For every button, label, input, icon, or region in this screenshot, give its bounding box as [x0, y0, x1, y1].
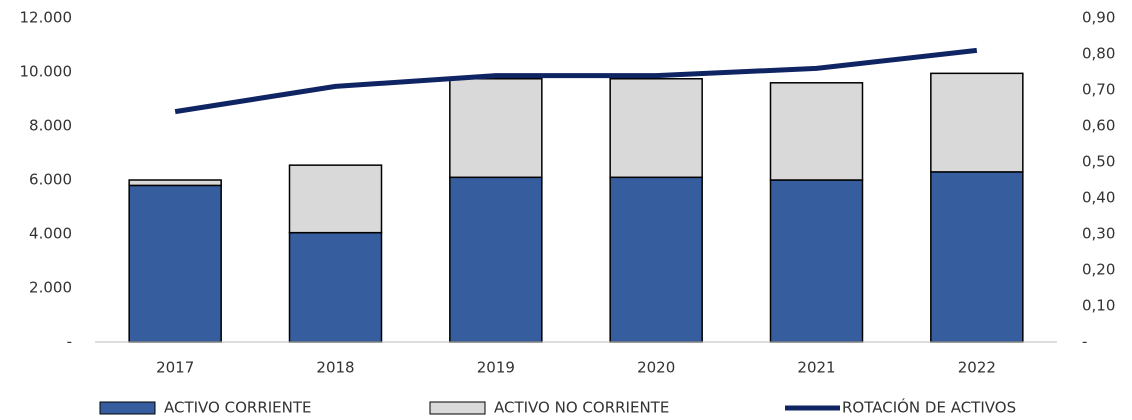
y2-tick-label: 0,30: [1082, 225, 1115, 243]
legend-label: ROTACIÓN DE ACTIVOS: [842, 398, 1016, 417]
legend-label: ACTIVO NO CORRIENTE: [494, 399, 669, 417]
y2-tick-label: 0,70: [1082, 81, 1115, 99]
bar: [288, 231, 383, 343]
y2-tick-label: 0,20: [1082, 261, 1115, 279]
y2-tick-label: -: [1082, 333, 1087, 351]
y2-tick-label: 0,80: [1082, 45, 1115, 63]
y-tick-label: 12.000: [20, 9, 73, 27]
bar: [930, 72, 1024, 173]
x-tick-label: 2019: [477, 359, 515, 377]
bar: [769, 179, 864, 343]
legend-swatch: [99, 401, 156, 415]
y2-tick-label: 0,40: [1082, 189, 1115, 207]
x-tick-label: 2017: [156, 359, 194, 377]
bar: [769, 82, 864, 181]
bar: [128, 184, 222, 343]
bar: [609, 78, 703, 179]
bar: [930, 171, 1024, 343]
x-tick-label: 2018: [316, 359, 354, 377]
y2-tick-label: 0,10: [1082, 297, 1115, 315]
y2-tick-label: 0,90: [1082, 9, 1115, 27]
x-tick-label: 2020: [637, 359, 675, 377]
y-tick-label: 8.000: [29, 117, 72, 135]
legend-swatch: [429, 401, 486, 415]
bar: [609, 176, 703, 343]
y-tick-label: 2.000: [29, 279, 72, 297]
y-tick-label: 6.000: [29, 171, 72, 189]
y2-tick-label: 0,50: [1082, 153, 1115, 171]
y-tick-label: -: [67, 333, 72, 351]
y-tick-label: 4.000: [29, 225, 72, 243]
x-tick-label: 2021: [797, 359, 835, 377]
legend-label: ACTIVO CORRIENTE: [164, 399, 312, 417]
line: [174, 47, 978, 115]
x-tick-label: 2022: [958, 359, 996, 377]
y2-tick-label: 0,60: [1082, 117, 1115, 135]
bar: [288, 164, 383, 234]
y-tick-label: 10.000: [20, 63, 73, 81]
bar: [449, 78, 543, 179]
bar: [449, 176, 543, 343]
bar: [128, 179, 222, 187]
